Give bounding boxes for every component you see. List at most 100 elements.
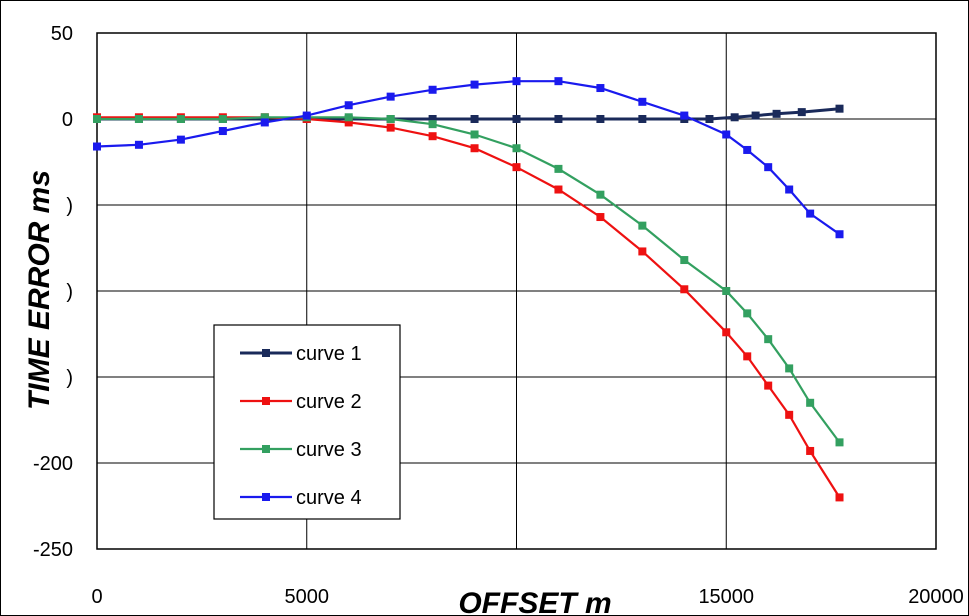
- data-point: [785, 185, 794, 194]
- y-tick-label: 0: [62, 109, 73, 131]
- legend-box: [213, 324, 401, 520]
- data-point: [512, 144, 521, 153]
- data-point: [722, 328, 731, 337]
- data-point: [512, 163, 521, 172]
- legend-marker: [262, 349, 270, 357]
- data-point: [785, 410, 794, 419]
- x-tick-label: 20000: [908, 586, 964, 608]
- legend-entry: curve 1: [240, 343, 362, 365]
- data-point: [680, 285, 689, 294]
- data-point: [806, 209, 815, 218]
- data-point: [835, 104, 844, 113]
- data-point: [302, 111, 311, 120]
- y-tick-label: -250: [33, 539, 73, 561]
- y-tick-labels: 50 0))) -200 -250: [33, 23, 73, 561]
- data-point: [428, 85, 437, 94]
- legend-marker: [262, 397, 270, 405]
- y-tick-label: ): [66, 281, 73, 303]
- data-point: [638, 115, 647, 123]
- series-layer: [93, 77, 844, 502]
- data-point: [470, 115, 479, 123]
- data-point: [638, 97, 647, 106]
- x-tick-label: 0: [91, 586, 102, 608]
- data-point: [134, 140, 143, 149]
- data-point: [722, 287, 731, 295]
- y-axis-title: TIME ERROR ms: [23, 170, 56, 410]
- data-point: [806, 398, 815, 407]
- data-point: [680, 256, 689, 265]
- data-point: [93, 142, 101, 151]
- legend-marker: [262, 445, 270, 453]
- data-point: [554, 164, 563, 173]
- data-point: [596, 84, 605, 93]
- data-point: [743, 352, 752, 361]
- legend-label: curve 3: [296, 439, 362, 461]
- data-point: [554, 77, 563, 86]
- legend-label: curve 2: [296, 391, 362, 413]
- legend-entry: curve 4: [240, 487, 362, 509]
- plot-area: [96, 32, 937, 550]
- legend-label: curve 4: [296, 487, 362, 509]
- y-tick-label: ): [66, 195, 73, 217]
- data-point: [386, 115, 395, 123]
- data-point: [730, 113, 739, 122]
- data-point: [638, 221, 647, 230]
- data-point: [835, 230, 844, 239]
- data-point: [785, 364, 794, 373]
- data-point: [512, 77, 521, 86]
- data-point: [722, 130, 731, 139]
- data-point: [512, 115, 521, 123]
- data-point: [743, 309, 752, 318]
- data-point: [218, 127, 227, 136]
- data-point: [260, 113, 269, 122]
- data-point: [260, 118, 269, 127]
- data-point: [806, 446, 815, 455]
- data-point: [680, 111, 689, 120]
- data-point: [218, 115, 227, 123]
- data-point: [176, 135, 185, 144]
- x-axis-title: OFFSET m: [458, 587, 611, 616]
- data-point: [344, 113, 353, 122]
- data-point: [835, 438, 844, 447]
- data-point: [764, 163, 773, 172]
- data-point: [764, 381, 773, 390]
- data-point: [344, 118, 353, 127]
- y-tick-label: 50: [51, 23, 73, 45]
- data-point: [176, 115, 185, 123]
- legend-entry: curve 2: [240, 391, 362, 413]
- data-point: [386, 92, 395, 101]
- data-point: [470, 80, 479, 89]
- data-point: [470, 144, 479, 153]
- legend-marker: [262, 493, 270, 501]
- data-point: [751, 111, 760, 120]
- data-point: [705, 115, 714, 123]
- x-tick-label: 15000: [698, 586, 754, 608]
- data-point: [428, 132, 437, 141]
- series-3: [93, 113, 844, 447]
- legend-entry: curve 3: [240, 439, 362, 461]
- legend: curve 1 curve 2 curve 3 curve 4: [213, 324, 401, 520]
- data-point: [764, 335, 773, 344]
- data-point: [596, 190, 605, 199]
- legend-label: curve 1: [296, 343, 362, 365]
- data-point: [344, 101, 353, 110]
- data-point: [797, 108, 806, 117]
- data-point: [835, 493, 844, 502]
- x-tick-labels: 0 5000 15000 20000: [91, 586, 963, 608]
- data-point: [596, 213, 605, 222]
- y-tick-label: -200: [33, 453, 73, 475]
- data-point: [772, 109, 781, 118]
- x-tick-label: 5000: [285, 586, 330, 608]
- y-tick-label: ): [66, 367, 73, 389]
- data-point: [134, 115, 143, 123]
- series-4: [93, 77, 844, 239]
- data-point: [743, 145, 752, 154]
- data-point: [596, 115, 605, 123]
- data-point: [93, 115, 101, 123]
- data-point: [386, 123, 395, 132]
- data-point: [470, 130, 479, 139]
- data-point: [428, 120, 437, 129]
- data-point: [554, 185, 563, 194]
- data-point: [428, 115, 437, 123]
